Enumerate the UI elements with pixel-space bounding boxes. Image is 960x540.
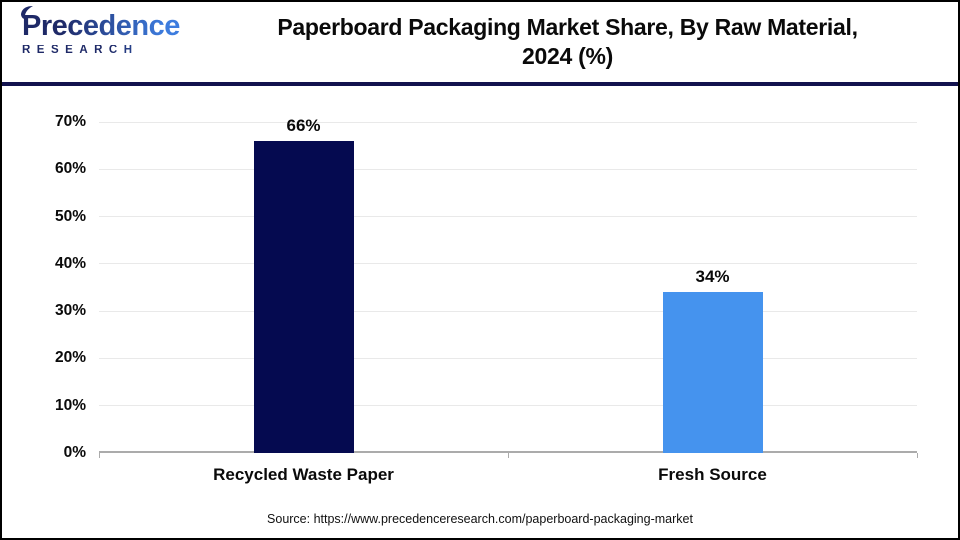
chart-area: 66% 34% Source: https://www.precedenceres…	[2, 86, 958, 538]
gridline-50	[99, 216, 917, 218]
chart-title-line-2: 2024 (%)	[522, 43, 613, 69]
x-axis-category-1: Fresh Source	[658, 465, 767, 484]
bar-fresh-source	[662, 292, 763, 453]
gridline-20	[99, 357, 917, 359]
gridline-60	[99, 168, 917, 170]
plot-area: 66% 34%	[99, 116, 917, 453]
logo-subtitle: RESEARCH	[22, 44, 182, 57]
y-axis-label-40: 40%	[54, 254, 86, 272]
y-axis-label-0: 0%	[63, 444, 86, 461]
x-axis-tick-2	[916, 453, 918, 458]
y-axis-label-10: 10%	[54, 396, 86, 414]
leaf-icon	[21, 6, 33, 19]
bar-value-label-1: 34%	[695, 267, 730, 287]
y-axis-label-60: 60%	[54, 160, 86, 178]
y-axis-label-50: 50%	[54, 207, 86, 225]
bar-recycled-waste-paper	[253, 140, 354, 453]
x-axis-category-0: Recycled Waste Paper	[213, 465, 394, 484]
page-title: Paperboard Packaging Market Share, By Ra…	[177, 13, 958, 71]
header: Precedence RESEARCH Paperboard Packaging…	[2, 2, 958, 82]
x-axis-tick-1	[507, 453, 509, 458]
logo-wordmark: Precedence	[22, 10, 180, 42]
y-axis-label-30: 30%	[54, 302, 86, 320]
x-axis-line	[99, 451, 917, 453]
gridline-30	[99, 310, 917, 312]
x-axis-tick-0	[98, 453, 100, 458]
y-axis-label-20: 20%	[54, 349, 86, 367]
source-text: Source: https://www.precedenceresearch.c…	[267, 512, 693, 526]
precedence-research-logo: Precedence RESEARCH	[21, 6, 182, 57]
bar-value-label-0: 66%	[286, 115, 321, 135]
gridline-70	[99, 121, 917, 123]
gridline-10	[99, 405, 917, 407]
header-divider	[2, 82, 958, 86]
gridline-40	[99, 263, 917, 265]
chart-title-line-1: Paperboard Packaging Market Share, By Ra…	[277, 14, 858, 40]
y-axis-label-70: 70%	[54, 113, 86, 130]
